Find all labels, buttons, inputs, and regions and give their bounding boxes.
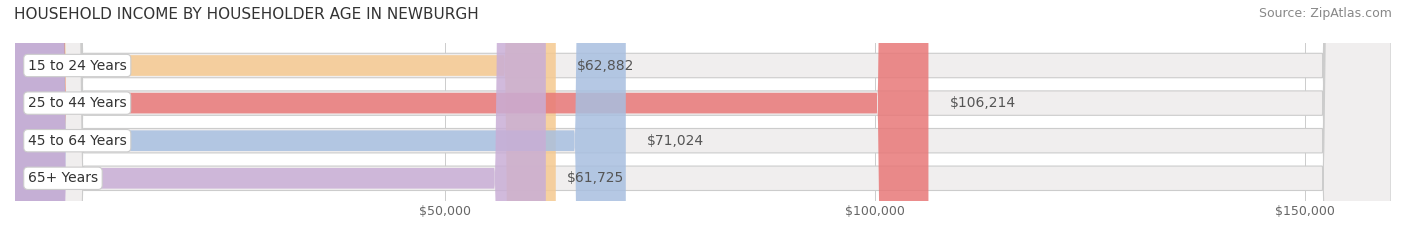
Text: $106,214: $106,214 — [950, 96, 1017, 110]
Text: Source: ZipAtlas.com: Source: ZipAtlas.com — [1258, 7, 1392, 20]
Text: HOUSEHOLD INCOME BY HOUSEHOLDER AGE IN NEWBURGH: HOUSEHOLD INCOME BY HOUSEHOLDER AGE IN N… — [14, 7, 479, 22]
Text: $62,882: $62,882 — [578, 58, 634, 72]
Text: 45 to 64 Years: 45 to 64 Years — [28, 134, 127, 148]
Text: 25 to 44 Years: 25 to 44 Years — [28, 96, 127, 110]
FancyBboxPatch shape — [15, 0, 1391, 233]
FancyBboxPatch shape — [15, 0, 626, 233]
Text: 15 to 24 Years: 15 to 24 Years — [28, 58, 127, 72]
FancyBboxPatch shape — [15, 0, 1391, 233]
FancyBboxPatch shape — [15, 0, 1391, 233]
Text: 65+ Years: 65+ Years — [28, 171, 98, 185]
FancyBboxPatch shape — [15, 0, 928, 233]
Text: $61,725: $61,725 — [568, 171, 624, 185]
FancyBboxPatch shape — [15, 0, 1391, 233]
FancyBboxPatch shape — [15, 0, 555, 233]
FancyBboxPatch shape — [15, 0, 546, 233]
Text: $71,024: $71,024 — [647, 134, 704, 148]
